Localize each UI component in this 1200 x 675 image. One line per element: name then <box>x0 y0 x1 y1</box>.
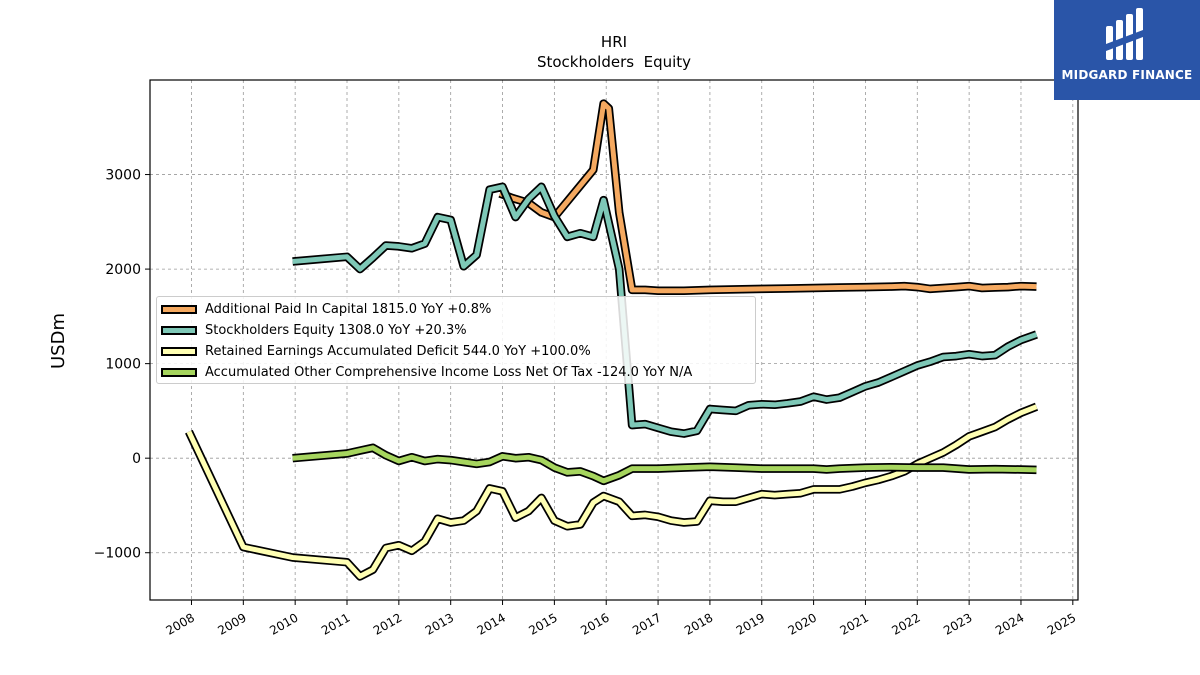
y-tick-label: −1000 <box>94 546 141 562</box>
legend-swatch <box>161 325 197 335</box>
x-tick-label: 2013 <box>423 610 456 637</box>
chart-title: HRI <box>601 33 627 51</box>
x-tick-label: 2020 <box>786 610 819 637</box>
plot-frame <box>149 79 1079 601</box>
legend-swatch <box>161 346 197 356</box>
x-tick-label: 2014 <box>475 610 508 637</box>
x-tick-label: 2010 <box>267 610 300 637</box>
series-line-additional-paid-in-capital <box>499 101 1037 294</box>
x-axis: 2008 2009 2010 2011 2012 2013 2014 2015 2016 2017… <box>164 600 1078 638</box>
chart-subtitle: Stockholders Equity <box>537 53 691 71</box>
legend-item-additional-paid-in-capital: Additional Paid In Capital 1815.0 YoY +0… <box>161 300 491 318</box>
legend-label: Accumulated Other Comprehensive Income L… <box>205 364 693 380</box>
legend-swatch <box>161 304 197 314</box>
legend-label: Stockholders Equity 1308.0 YoY +20.3% <box>205 322 467 338</box>
legend-swatch <box>161 367 197 377</box>
brand-name: MIDGARD FINANCE <box>1061 68 1193 82</box>
x-tick-label: 2022 <box>889 610 922 637</box>
brand-logo: MIDGARD FINANCE <box>1054 0 1200 100</box>
x-tick-label: 2024 <box>993 610 1026 637</box>
legend-item-stockholders-equity: Stockholders Equity 1308.0 YoY +20.3% <box>161 321 467 339</box>
y-tick-label: 0 <box>132 451 141 467</box>
x-tick-label: 2018 <box>682 610 715 637</box>
series-outline-accumulated-other-comprehensive-income-loss-net-of-tax <box>292 443 1037 486</box>
x-tick-label: 2009 <box>215 610 248 637</box>
series-layer <box>185 99 1039 581</box>
series-line-stockholders-equity <box>292 184 1038 437</box>
x-tick-label: 2025 <box>1045 610 1078 637</box>
x-tick-label: 2015 <box>526 610 559 637</box>
x-tick-label: 2023 <box>941 610 974 637</box>
legend-label: Retained Earnings Accumulated Deficit 54… <box>205 343 591 359</box>
y-axis: −1000 0 1000 2000 3000 <box>94 168 150 562</box>
x-tick-label: 2019 <box>734 610 767 637</box>
x-tick-label: 2017 <box>630 610 663 637</box>
y-tick-label: 2000 <box>105 262 141 278</box>
y-axis-label: USDm <box>48 313 69 369</box>
series-line-retained-earnings-accumulated-deficit <box>186 404 1038 579</box>
legend: Additional Paid In Capital 1815.0 YoY +0… <box>156 296 756 384</box>
series-outline-retained-earnings-accumulated-deficit <box>185 402 1039 581</box>
y-tick-label: 3000 <box>105 168 141 184</box>
x-tick-label: 2008 <box>164 610 197 637</box>
x-tick-label: 2012 <box>371 610 404 637</box>
series-outline-additional-paid-in-capital <box>498 99 1037 296</box>
y-tick-label: 1000 <box>105 357 141 373</box>
legend-item-accumulated-other-comprehensive-income: Accumulated Other Comprehensive Income L… <box>161 363 692 381</box>
x-tick-label: 2021 <box>837 610 870 637</box>
legend-label: Additional Paid In Capital 1815.0 YoY +0… <box>205 301 492 317</box>
legend-item-retained-earnings: Retained Earnings Accumulated Deficit 54… <box>161 342 591 360</box>
series-line-accumulated-other-comprehensive-income-loss-net-of-tax <box>292 445 1037 484</box>
x-tick-label: 2016 <box>578 610 611 637</box>
x-tick-label: 2011 <box>319 610 352 637</box>
logo-mark-icon <box>1106 8 1143 60</box>
